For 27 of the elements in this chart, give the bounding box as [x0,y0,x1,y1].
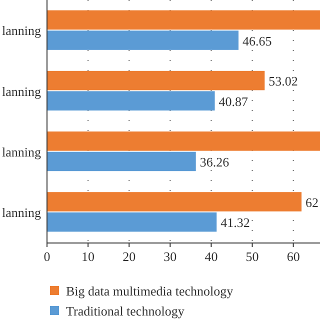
x-tick-label: 0 [44,249,50,264]
x-tick-label: 50 [246,249,259,264]
data-label: 62 [306,194,319,210]
data-label: 36.26 [200,154,230,170]
legend-label: Big data multimedia technology [66,284,234,299]
bar [47,30,239,50]
x-tick-label: 40 [204,249,218,264]
x-tick-label: 60 [286,249,300,264]
data-label: 53.02 [268,74,298,89]
y-tick-label: lanning [2,204,42,220]
bar [47,10,320,30]
data-label: 41.32 [220,215,250,230]
x-tick-label: 20 [122,249,136,264]
bar [47,212,217,232]
bar [47,192,302,212]
y-tick-label: lanning [2,144,42,160]
legend-label: Traditional technology [66,304,185,319]
bar [47,152,196,172]
bar [47,70,265,90]
bar [47,91,215,110]
bar [47,132,320,151]
y-tick-label: lanning [2,84,42,99]
data-label: 40.87 [218,94,249,109]
x-tick-label: 10 [82,249,95,264]
y-tick-label: lanning [2,23,42,38]
x-tick-label: 30 [164,249,177,264]
data-label: 46.65 [242,33,272,48]
